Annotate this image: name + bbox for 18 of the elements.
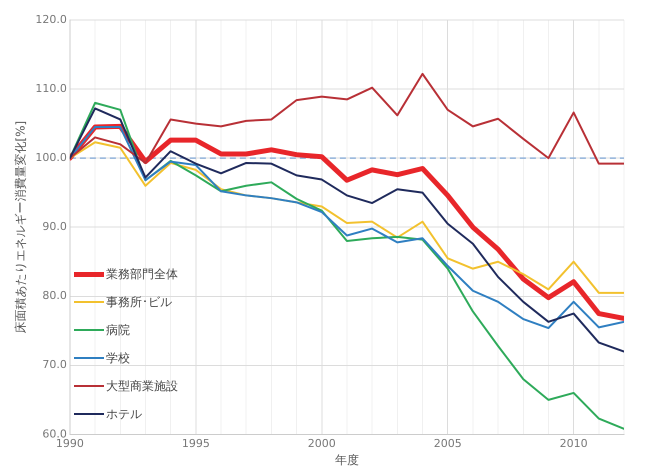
y-axis-title: 床面積あたりエネルギー消費量変化[%]	[13, 120, 28, 334]
y-tick-label: 70.0	[42, 358, 67, 372]
y-tick-label: 90.0	[42, 220, 67, 234]
x-tick-label: 2010	[560, 436, 588, 450]
legend-label: 学校	[106, 350, 130, 367]
legend-label: 病院	[106, 322, 130, 339]
x-axis-title: 年度	[334, 452, 359, 467]
y-tick-label: 110.0	[35, 82, 67, 95]
x-tick-label: 1995	[182, 436, 210, 450]
legend-label: 事務所･ビル	[106, 294, 172, 311]
y-tick-label: 80.0	[42, 289, 67, 302]
y-tick-label: 100.0	[35, 150, 67, 164]
y-tick-label: 120.0	[35, 12, 67, 26]
x-tick-label: 2000	[308, 436, 336, 450]
x-tick-label: 2005	[434, 436, 462, 450]
legend-label: 業務部門全体	[106, 266, 178, 283]
legend-label: ホテル	[106, 406, 142, 423]
legend-label: 大型商業施設	[106, 378, 178, 395]
